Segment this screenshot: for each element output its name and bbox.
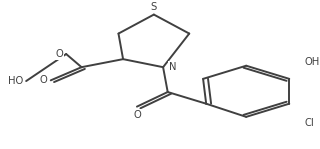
- Text: O: O: [40, 75, 48, 85]
- Text: S: S: [151, 2, 157, 12]
- Text: O: O: [55, 49, 63, 59]
- Text: Cl: Cl: [304, 118, 314, 128]
- Text: O: O: [133, 110, 141, 120]
- Text: OH: OH: [304, 57, 319, 67]
- Text: HO: HO: [8, 76, 23, 86]
- Text: N: N: [169, 62, 176, 72]
